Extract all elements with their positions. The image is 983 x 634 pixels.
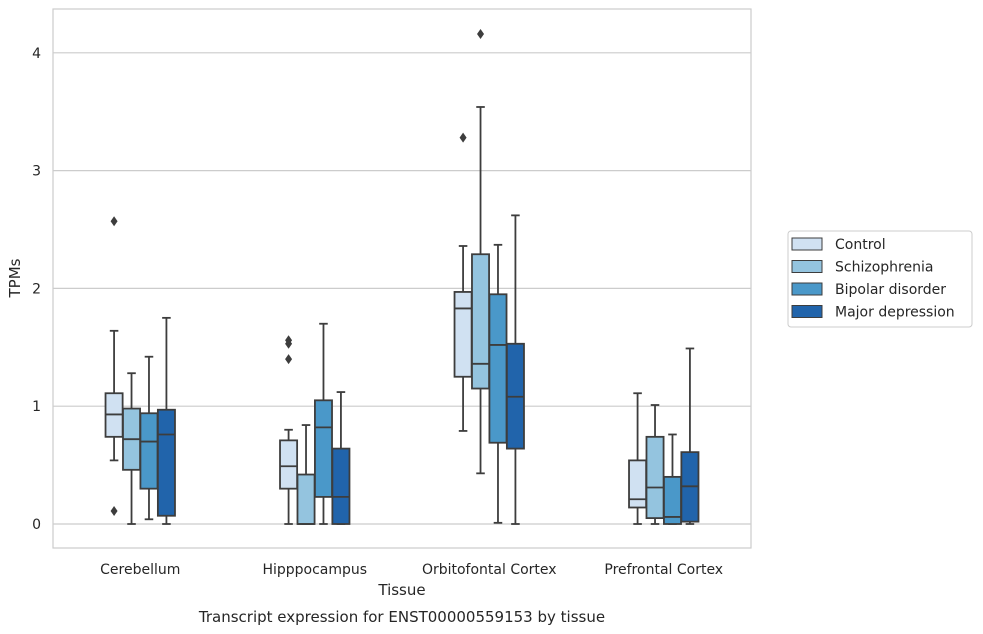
iqr-box (296, 473, 316, 525)
y-tick-label: 3 (32, 164, 41, 180)
iqr-box (471, 253, 490, 390)
box-major-depression-2 (505, 214, 525, 525)
plot-area-border (52, 8, 752, 549)
iqr-box (453, 291, 473, 378)
x-tick-label: Orbitofontal Cortex (422, 562, 557, 578)
box-bipolar-disorder-1 (314, 322, 333, 525)
box-control-0 (104, 216, 124, 517)
y-tick-labels: 0 1 2 3 4 (32, 46, 41, 533)
iqr-box (331, 447, 351, 525)
box-schizophrenia-0 (122, 372, 141, 525)
y-tick-label: 4 (32, 46, 41, 62)
x-tick-label: Cerebellum (100, 562, 180, 578)
outlier-point (285, 338, 293, 349)
box-major-depression-0 (156, 316, 176, 525)
legend-label: Schizophrenia (835, 260, 933, 276)
iqr-box (156, 408, 176, 517)
y-tick-label: 1 (32, 399, 41, 415)
outlier-point (285, 354, 293, 365)
box-plot-series (104, 28, 700, 525)
x-axis-label: Tissue (377, 581, 425, 599)
y-axis-label: TPMs (6, 258, 24, 298)
box-control-3 (628, 392, 648, 525)
outlier-point (477, 28, 485, 39)
legend-swatch (791, 305, 823, 318)
figure-caption: Transcript expression for ENST0000055915… (198, 608, 605, 626)
y-tick-label: 2 (32, 281, 41, 297)
outlier-point (110, 506, 118, 517)
outlier-point (459, 132, 467, 143)
iqr-box (645, 435, 665, 520)
box-bipolar-disorder-0 (139, 355, 159, 521)
legend-frame (787, 230, 973, 328)
legend-swatch (791, 237, 823, 251)
iqr-box (314, 399, 333, 498)
legend: Control Schizophrenia Bipolar disorder Majo… (787, 230, 973, 328)
box-schizophrenia-1 (296, 424, 316, 525)
iqr-box (628, 459, 648, 509)
x-tick-label: Hipppocampus (262, 562, 367, 578)
iqr-box (279, 439, 299, 490)
iqr-box (488, 293, 508, 444)
legend-swatch (791, 282, 823, 296)
outlier-point (110, 216, 118, 227)
box-major-depression-1 (331, 391, 351, 525)
legend-swatch (791, 260, 823, 273)
box-major-depression-3 (680, 347, 700, 525)
y-tick-label: 0 (32, 517, 41, 533)
x-tick-label: Prefrontal Cortex (604, 562, 723, 578)
legend-label: Bipolar disorder (835, 282, 946, 298)
box-bipolar-disorder-3 (663, 433, 682, 525)
x-tick-labels: Cerebellum Hipppocampus Orbitofontal Corte… (100, 562, 723, 578)
box-control-1 (279, 335, 299, 525)
legend-label: Control (835, 237, 886, 253)
box-schizophrenia-3 (645, 404, 665, 525)
box-bipolar-disorder-2 (488, 243, 508, 524)
box-control-2 (453, 132, 473, 432)
legend-label: Major depression (835, 305, 955, 321)
iqr-box (139, 412, 159, 490)
